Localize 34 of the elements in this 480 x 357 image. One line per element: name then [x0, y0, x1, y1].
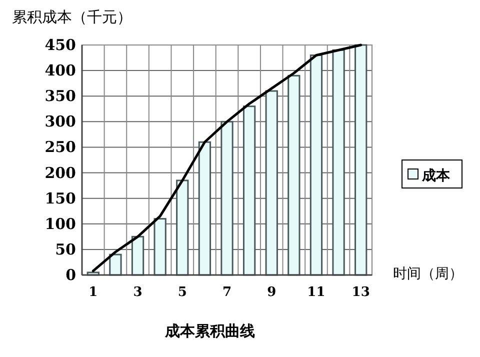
- y-tick-label: 250: [44, 138, 76, 156]
- line-series: [92, 44, 362, 272]
- y-tick-label: 400: [44, 62, 76, 80]
- y-tick-label: 0: [66, 266, 76, 284]
- bar: [176, 180, 189, 276]
- x-tick-label: 3: [133, 285, 142, 300]
- y-tick-label: 450: [44, 36, 76, 54]
- x-tick-label: 11: [307, 285, 326, 300]
- y-axis-title: 累积成本（千元）: [12, 8, 132, 26]
- bar: [242, 106, 256, 276]
- bar: [198, 141, 212, 276]
- y-tick-label: 350: [44, 87, 76, 106]
- legend-label: 成本: [421, 168, 451, 184]
- bar: [220, 120, 234, 276]
- bar: [265, 90, 278, 276]
- y-tick-label: 100: [44, 214, 76, 233]
- y-tick-label: 300: [44, 112, 76, 131]
- y-tick-label: 150: [44, 189, 76, 208]
- bar: [288, 74, 300, 276]
- bar: [354, 44, 368, 276]
- bar: [310, 54, 323, 276]
- y-tick-label: 50: [55, 240, 76, 258]
- text: 成本累积曲线: [164, 322, 255, 340]
- x-axis-title: 时间（周）: [393, 266, 463, 282]
- x-tick-label: 9: [267, 285, 276, 300]
- bar: [109, 254, 122, 276]
- bar: [154, 218, 166, 276]
- x-tick-label: 5: [178, 285, 187, 300]
- x-tick-label: 13: [352, 285, 370, 300]
- x-tick-label: 7: [222, 285, 232, 300]
- x-tick-label: 1: [88, 285, 98, 300]
- y-tick-label: 200: [44, 164, 76, 182]
- bar: [131, 236, 144, 276]
- bar: [332, 49, 345, 276]
